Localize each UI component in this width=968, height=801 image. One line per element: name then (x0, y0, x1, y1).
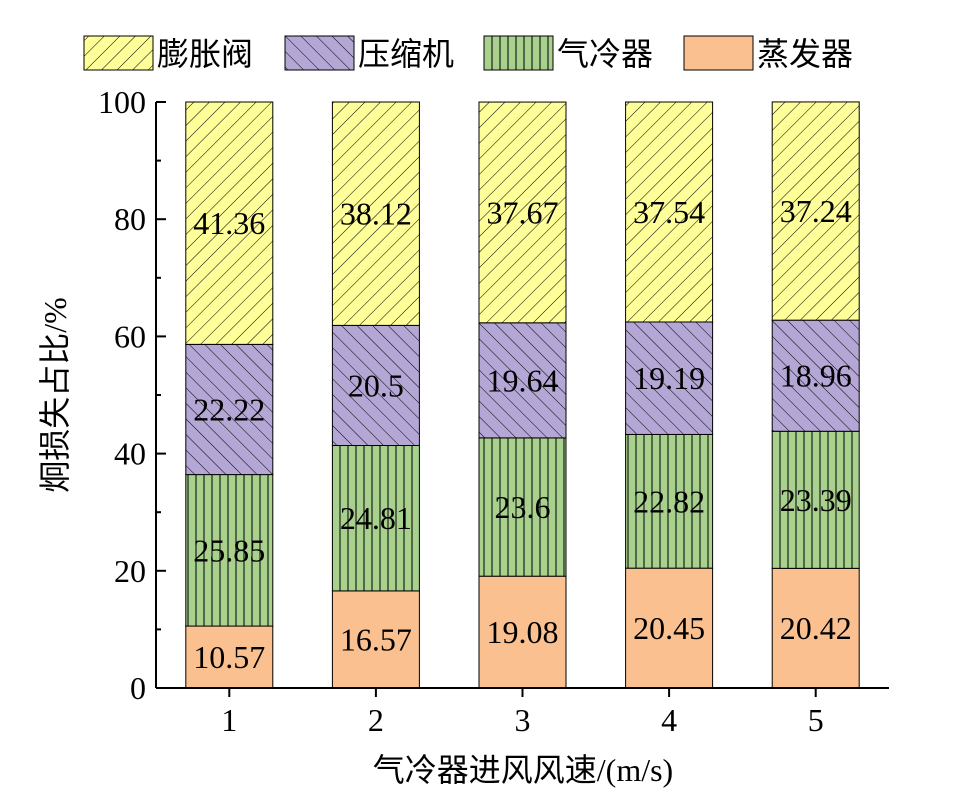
y-axis-label: 炯损失占比/% (37, 297, 73, 493)
y-tick-label: 80 (114, 201, 146, 237)
bar-outline-4-cat-1 (185, 101, 274, 345)
bar-segment-1-cat-5 (772, 568, 860, 688)
data-label: 18.96 (780, 358, 852, 394)
legend: 膨胀阀 压缩机 气冷器 蒸发器 (83, 35, 853, 72)
bar-outline-4-cat-3 (478, 101, 567, 324)
x-axis-label: 气冷器进风风速/(m/s) (373, 752, 673, 788)
data-label: 22.82 (633, 483, 705, 519)
bar-hatch-3-cat-3 (479, 322, 566, 438)
y-tick-label: 100 (98, 84, 146, 120)
data-label: 37.24 (780, 193, 852, 229)
y-tick-label: 0 (130, 670, 146, 706)
legend-label: 压缩机 (358, 36, 454, 72)
data-label: 16.57 (340, 621, 412, 657)
bar-outline-4-cat-5 (771, 101, 860, 321)
legend-swatch-hatch (484, 36, 553, 70)
data-label: 25.85 (193, 532, 265, 568)
bar-segment-1-cat-4 (625, 568, 713, 688)
legend-swatch-outline (483, 35, 554, 71)
x-tick-label: 1 (221, 702, 237, 738)
legend-label: 蒸发器 (757, 36, 853, 72)
y-tick-label: 20 (114, 553, 146, 589)
bar-outline-4-cat-4 (625, 101, 714, 323)
data-label: 22.22 (193, 391, 265, 427)
y-tick-label: 40 (114, 436, 146, 472)
legend-label: 膨胀阀 (157, 36, 253, 72)
bar-outline-4-cat-2 (331, 101, 420, 326)
bar-hatch-4-cat-3 (479, 102, 566, 323)
legend-swatch-hatch (285, 36, 354, 70)
data-label: 37.67 (487, 194, 559, 230)
x-tick-label: 5 (808, 702, 824, 738)
bar-hatch-4-cat-4 (625, 102, 713, 322)
bar-hatch-2-cat-4 (625, 434, 713, 569)
bar-hatch-2-cat-1 (185, 474, 273, 627)
bar-hatch-4-cat-2 (332, 102, 420, 326)
data-label: 20.5 (348, 367, 404, 403)
bar-hatch-3-cat-5 (772, 320, 860, 432)
bars-group (185, 101, 860, 689)
data-label: 19.19 (633, 360, 705, 396)
data-label: 20.42 (780, 610, 852, 646)
bar-hatch-3-cat-1 (185, 344, 273, 475)
bar-segment-1-cat-1 (185, 626, 273, 688)
bar-segment-1-cat-2 (332, 590, 420, 688)
data-label: 38.12 (340, 196, 412, 232)
data-label: 19.08 (487, 614, 559, 650)
data-label: 19.64 (487, 362, 559, 398)
x-tick-label: 4 (661, 702, 677, 738)
x-tick-label: 2 (368, 702, 384, 738)
bar-hatch-2-cat-5 (772, 431, 860, 569)
bar-hatch-4-cat-1 (185, 102, 273, 345)
legend-swatch-hatch (84, 36, 153, 70)
data-label: 41.36 (193, 205, 265, 241)
legend-swatch (684, 36, 753, 70)
data-label: 37.54 (633, 194, 705, 230)
y-tick-label: 60 (114, 318, 146, 354)
bar-segment-1-cat-3 (479, 576, 566, 688)
bar-hatch-3-cat-4 (625, 321, 713, 435)
data-label: 23.39 (780, 482, 852, 518)
bar-hatch-2-cat-3 (479, 437, 566, 577)
data-label: 10.57 (193, 639, 265, 675)
bar-hatch-3-cat-2 (332, 325, 420, 446)
bar-hatch-2-cat-2 (332, 445, 420, 591)
axes-group: 0 20 40 60 80 100 1 2 3 4 5 (98, 84, 889, 738)
legend-swatch-outline (683, 35, 754, 71)
legend-swatch-outline (284, 35, 355, 71)
data-labels-group: 10.57 25.85 22.22 41.36 16.57 24.81 20.5 38.12 1… (193, 193, 851, 675)
x-tick-label: 3 (515, 702, 531, 738)
data-label: 20.45 (633, 610, 705, 646)
data-label: 24.81 (340, 500, 412, 536)
bar-hatch-4-cat-5 (772, 101, 860, 321)
legend-label: 气冷器 (557, 36, 653, 72)
legend-swatch-outline (83, 35, 154, 71)
data-label: 23.6 (495, 489, 551, 525)
